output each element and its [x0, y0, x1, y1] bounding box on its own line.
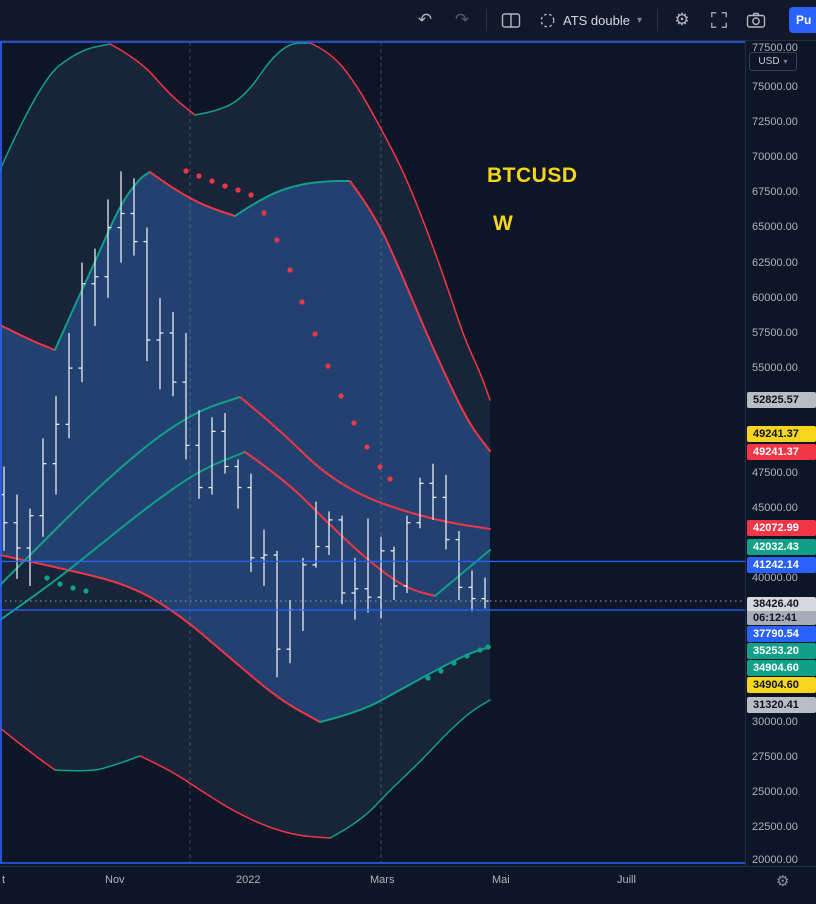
layout-select-button[interactable]	[498, 7, 524, 33]
currency-button[interactable]: USD ▾	[749, 52, 797, 71]
undo-icon: ↶	[417, 10, 433, 29]
chart-canvas[interactable]: BTCUSD W	[0, 40, 745, 866]
price-tick: 22500.00	[752, 821, 798, 833]
price-label: 41242.14	[747, 557, 816, 573]
time-tick: Mars	[370, 874, 395, 886]
redo-icon: ↷	[454, 10, 470, 29]
undo-button[interactable]: ↶	[412, 7, 438, 33]
sar-dots-red	[183, 168, 393, 482]
price-tick: 27500.00	[752, 751, 798, 763]
chevron-down-icon: ▾	[783, 57, 788, 66]
snapshot-button[interactable]	[743, 7, 769, 33]
time-tick: 2022	[236, 874, 261, 886]
price-label: 35253.20	[747, 643, 816, 659]
price-tick: 65000.00	[752, 221, 798, 233]
mid-ma-line-2	[0, 451, 491, 621]
price-tick: 47500.00	[752, 467, 798, 479]
bar-countdown: 06:12:41	[747, 611, 816, 625]
currency-label: USD	[758, 56, 780, 67]
toolbar-divider	[657, 9, 658, 31]
axis-settings-button[interactable]: ⚙	[770, 871, 795, 891]
candles-layer	[0, 171, 489, 678]
price-tick: 62500.00	[752, 257, 798, 269]
time-tick: Juill	[617, 874, 636, 886]
sar-dots-green	[44, 575, 491, 681]
price-tick: 20000.00	[752, 854, 798, 866]
last-price-label: 38426.40 06:12:41	[747, 597, 816, 625]
publish-button[interactable]: Pu	[789, 7, 816, 33]
toolbar-button-group: ↶ ↷ ATS double ▾ ⚙	[412, 0, 769, 40]
outer-band-fill	[0, 43, 490, 838]
price-axis[interactable]: USD ▾ 77500.00 75000.00 72500.00 70000.00 67…	[745, 40, 816, 866]
price-tick: 25000.00	[752, 786, 798, 798]
gear-icon: ⚙	[776, 873, 790, 890]
toolbar-divider	[486, 9, 487, 31]
indicator-label: ATS double	[563, 12, 630, 28]
redo-button[interactable]: ↷	[449, 7, 475, 33]
fullscreen-button[interactable]	[706, 7, 732, 33]
price-label: 31320.41	[747, 697, 816, 713]
gear-icon: ⚙	[674, 10, 690, 29]
chart-plot	[0, 41, 745, 864]
camera-icon	[746, 12, 766, 28]
price-tick: 67500.00	[752, 186, 798, 198]
top-toolbar: ↶ ↷ ATS double ▾ ⚙	[0, 0, 816, 41]
price-label: 42032.43	[747, 539, 816, 555]
indicator-button[interactable]: ATS double ▾	[535, 6, 646, 34]
time-axis[interactable]: ⚙ t Nov 2022 Mars Mai Juill	[0, 866, 816, 904]
layout-split-icon	[501, 12, 521, 28]
price-label: 42072.99	[747, 520, 816, 536]
outer-band-bottom-line	[0, 699, 491, 839]
price-tick: 72500.00	[752, 116, 798, 128]
price-tick: 40000.00	[752, 572, 798, 584]
outer-band-top-line	[0, 42, 491, 401]
interval-watermark: W	[493, 212, 513, 235]
price-tick: 57500.00	[752, 327, 798, 339]
time-tick: t	[2, 874, 6, 886]
chevron-down-icon: ▾	[636, 14, 642, 26]
last-price-value: 38426.40	[747, 597, 816, 611]
price-label: 34904.60	[747, 660, 816, 676]
fullscreen-icon	[711, 12, 727, 28]
price-tick: 60000.00	[752, 292, 798, 304]
price-tick: 30000.00	[752, 716, 798, 728]
price-label: 49241.37	[747, 426, 816, 442]
price-tick: 75000.00	[752, 81, 798, 93]
price-label: 52825.57	[747, 392, 816, 408]
price-tick: 55000.00	[752, 362, 798, 374]
symbol-watermark: BTCUSD	[487, 164, 578, 187]
indicator-cloud-icon	[540, 12, 555, 28]
time-tick: Mai	[492, 874, 510, 886]
price-label: 49241.37	[747, 444, 816, 460]
price-tick: 77500.00	[752, 42, 798, 54]
time-tick: Nov	[105, 874, 125, 886]
price-label: 37790.54	[747, 626, 816, 642]
price-label: 34904.60	[747, 677, 816, 693]
price-tick: 70000.00	[752, 151, 798, 163]
price-tick: 45000.00	[752, 502, 798, 514]
chart-settings-button[interactable]: ⚙	[669, 7, 695, 33]
